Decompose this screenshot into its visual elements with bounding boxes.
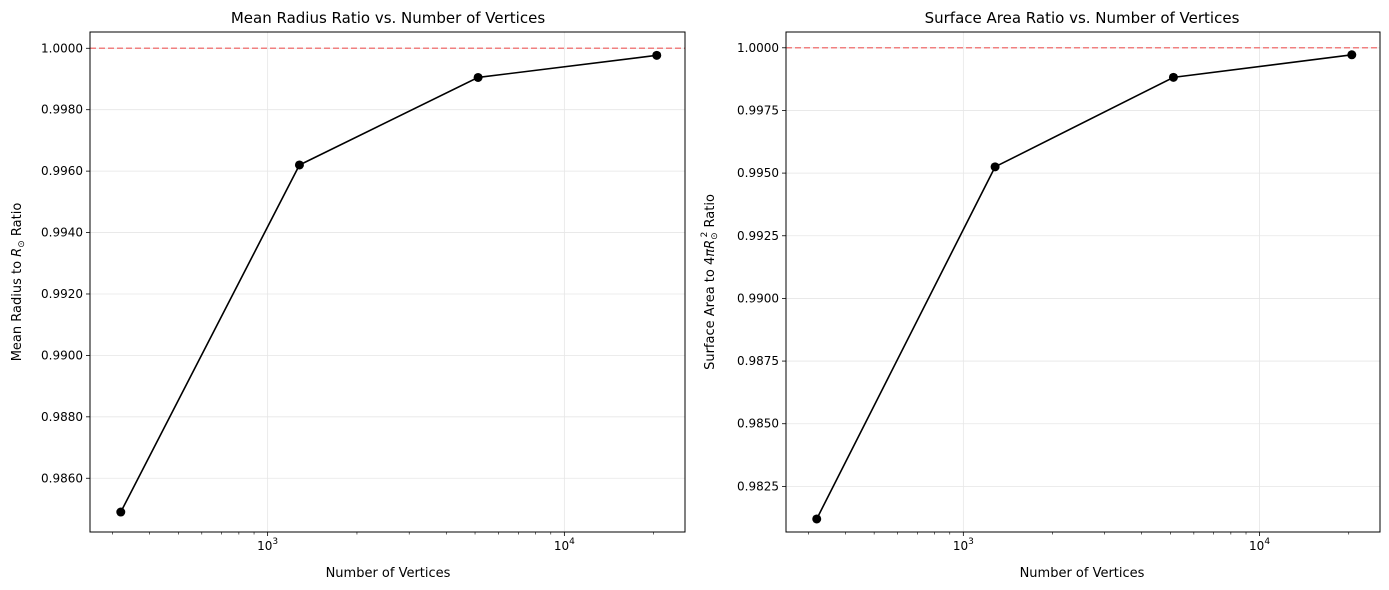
plot-area bbox=[90, 32, 685, 532]
data-point bbox=[1347, 50, 1357, 60]
markers-layer bbox=[812, 50, 1357, 524]
markers-layer bbox=[116, 50, 662, 517]
ticks-layer bbox=[86, 47, 654, 536]
y-tick-label: 0.9960 bbox=[41, 164, 83, 178]
x-tick-label: 103 bbox=[257, 537, 278, 553]
data-point bbox=[294, 160, 304, 170]
y-label-prefix: Mean Radius to bbox=[10, 257, 25, 361]
y-label-prefix: Surface Area to 4 bbox=[703, 257, 718, 370]
y-tick-label: 0.9940 bbox=[41, 226, 83, 240]
chart-title: Surface Area Ratio vs. Number of Vertice… bbox=[925, 9, 1240, 27]
data-point bbox=[473, 72, 483, 82]
y-label-sub: ⊙ bbox=[710, 232, 720, 240]
y-tick-label: 1.0000 bbox=[737, 41, 779, 55]
data-point bbox=[990, 162, 1000, 172]
data-point bbox=[1168, 72, 1178, 82]
y-tick-label: 0.9850 bbox=[737, 417, 779, 431]
x-tick-label: 103 bbox=[953, 537, 974, 553]
y-tick-labels: 0.9860 0.9880 0.9900 0.9920 0.9940 0.9960 0.99… bbox=[41, 41, 83, 485]
data-point bbox=[116, 507, 126, 517]
y-tick-label: 0.9880 bbox=[41, 410, 83, 424]
x-tick-labels: 103 104 bbox=[257, 537, 575, 553]
plot-frame bbox=[785, 31, 1381, 533]
chart-surface-area: Surface Area Ratio vs. Number of Vertice… bbox=[700, 9, 1381, 581]
y-label-sup: 2 bbox=[700, 232, 710, 238]
y-axis-label: Mean Radius to R⊙ Ratio bbox=[10, 203, 27, 362]
y-tick-label: 0.9900 bbox=[737, 291, 779, 305]
x-tick-label: 104 bbox=[554, 537, 575, 553]
y-tick-label: 0.9975 bbox=[737, 103, 779, 117]
y-tick-labels: 0.9825 0.9850 0.9875 0.9900 0.9925 0.9950 0.99… bbox=[737, 41, 779, 494]
x-tick-label: 104 bbox=[1249, 537, 1270, 553]
y-tick-label: 0.9925 bbox=[737, 229, 779, 243]
y-tick-label: 0.9860 bbox=[41, 471, 83, 485]
y-tick-label: 0.9920 bbox=[41, 287, 83, 301]
x-tick-labels: 103 104 bbox=[953, 537, 1271, 553]
series-line bbox=[120, 54, 657, 513]
plot-frame bbox=[89, 31, 686, 533]
y-label-suffix: Ratio bbox=[10, 203, 25, 241]
chart-title: Mean Radius Ratio vs. Number of Vertices bbox=[231, 9, 545, 27]
y-tick-label: 0.9875 bbox=[737, 354, 779, 368]
series-line bbox=[816, 54, 1352, 520]
x-axis-label: Number of Vertices bbox=[326, 566, 451, 581]
y-axis-label: Surface Area to 4πR⊙2 Ratio bbox=[700, 194, 720, 370]
chart-mean-radius: Mean Radius Ratio vs. Number of Vertices… bbox=[10, 9, 686, 581]
data-point bbox=[652, 50, 662, 60]
data-point bbox=[812, 514, 822, 524]
y-tick-label: 0.9825 bbox=[737, 479, 779, 493]
y-tick-label: 0.9950 bbox=[737, 166, 779, 180]
plot-area bbox=[786, 32, 1380, 532]
y-label-sub: ⊙ bbox=[17, 240, 27, 248]
y-tick-label: 0.9900 bbox=[41, 348, 83, 362]
y-label-math: R bbox=[10, 248, 25, 257]
y-tick-label: 0.9980 bbox=[41, 103, 83, 117]
y-label-suffix: Ratio bbox=[703, 194, 718, 232]
x-axis-label: Number of Vertices bbox=[1020, 566, 1145, 581]
y-tick-label: 1.0000 bbox=[41, 41, 83, 55]
y-label-math: πR bbox=[703, 240, 718, 257]
